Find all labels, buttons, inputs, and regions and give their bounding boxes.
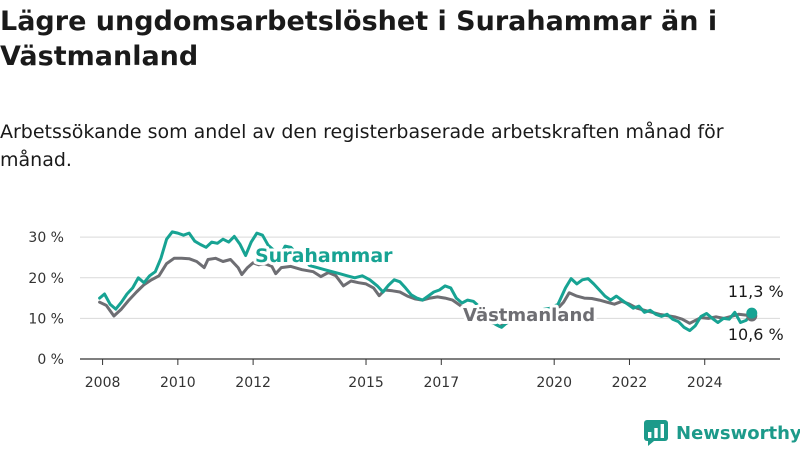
page-subtitle: Arbetssökande som andel av den registerb…	[0, 121, 724, 171]
series-label-v-stmanland: Västmanland	[463, 305, 595, 326]
x-tick-label: 2024	[687, 375, 723, 391]
series-label-surahammar: Surahammar	[255, 245, 393, 267]
y-tick-label: 30 %	[28, 230, 64, 246]
brand-name: Newsworthy	[676, 422, 800, 444]
y-tick-label: 20 %	[28, 271, 64, 287]
end-value-label: 10,6 %	[728, 325, 784, 344]
x-tick-label: 2012	[235, 375, 271, 391]
x-tick-label: 2017	[423, 375, 459, 391]
x-tick-label: 2010	[160, 375, 196, 391]
x-tick-label: 2008	[85, 375, 121, 391]
x-tick-label: 2015	[348, 375, 384, 391]
end-point-marker	[746, 307, 758, 319]
series-line-surahammar	[98, 230, 754, 333]
page-title: Lägre ungdomsarbetslöshet i Surahammar ä…	[0, 6, 718, 72]
newsworthy-logo-icon	[644, 420, 668, 446]
end-value-label: 11,3 %	[728, 282, 784, 301]
brand: Newsworthy	[644, 418, 800, 448]
x-tick-label: 2020	[536, 375, 572, 391]
x-tick-label: 2022	[612, 375, 648, 391]
series-line-v-stmanland	[98, 256, 754, 328]
y-tick-label: 0 %	[37, 352, 64, 368]
y-tick-label: 10 %	[28, 311, 64, 327]
